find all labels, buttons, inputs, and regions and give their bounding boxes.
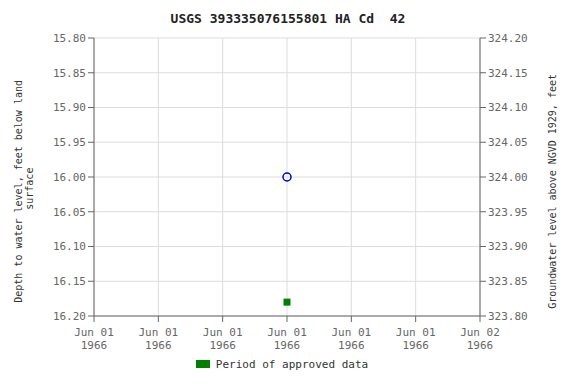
svg-text:324.10: 324.10 bbox=[488, 101, 528, 114]
svg-text:Jun 011966: Jun 011966 bbox=[74, 326, 114, 352]
svg-text:323.85: 323.85 bbox=[488, 275, 528, 288]
svg-text:Jun 011966: Jun 011966 bbox=[396, 326, 436, 352]
svg-text:Jun 011966: Jun 011966 bbox=[203, 326, 243, 352]
svg-text:323.80: 323.80 bbox=[488, 310, 528, 323]
svg-text:16.00: 16.00 bbox=[53, 171, 86, 184]
svg-text:Jun 011966: Jun 011966 bbox=[138, 326, 178, 352]
svg-text:323.95: 323.95 bbox=[488, 206, 528, 219]
svg-text:323.90: 323.90 bbox=[488, 240, 528, 253]
svg-text:324.15: 324.15 bbox=[488, 67, 528, 80]
html-text:Depth to water level, feet bel: Depth to water level, feet below land su… bbox=[13, 79, 35, 303]
svg-text:324.05: 324.05 bbox=[488, 136, 528, 149]
svg-text:324.00: 324.00 bbox=[488, 171, 528, 184]
svg-text:Jun 011966: Jun 011966 bbox=[331, 326, 371, 352]
svg-text:15.95: 15.95 bbox=[53, 136, 86, 149]
svg-text:324.20: 324.20 bbox=[488, 32, 528, 45]
html-text:USGS 393335076155801 HA Cd 42: USGS 393335076155801 HA Cd 42 bbox=[170, 11, 406, 26]
svg-text:15.80: 15.80 bbox=[53, 32, 86, 45]
svg-text:Jun 021966: Jun 021966 bbox=[460, 326, 500, 352]
svg-text:16.15: 16.15 bbox=[53, 275, 86, 288]
html-text:Groundwater level above NGVD 1: Groundwater level above NGVD 1929, feet bbox=[546, 73, 558, 309]
svg-text:15.85: 15.85 bbox=[53, 67, 86, 80]
svg-text:16.20: 16.20 bbox=[53, 310, 86, 323]
html-text:Period of approved data: Period of approved data bbox=[215, 357, 369, 371]
svg-text:Jun 011966: Jun 011966 bbox=[267, 326, 307, 352]
svg-text:16.05: 16.05 bbox=[53, 206, 86, 219]
svg-text:16.10: 16.10 bbox=[53, 240, 86, 253]
svg-text:15.90: 15.90 bbox=[53, 101, 86, 114]
